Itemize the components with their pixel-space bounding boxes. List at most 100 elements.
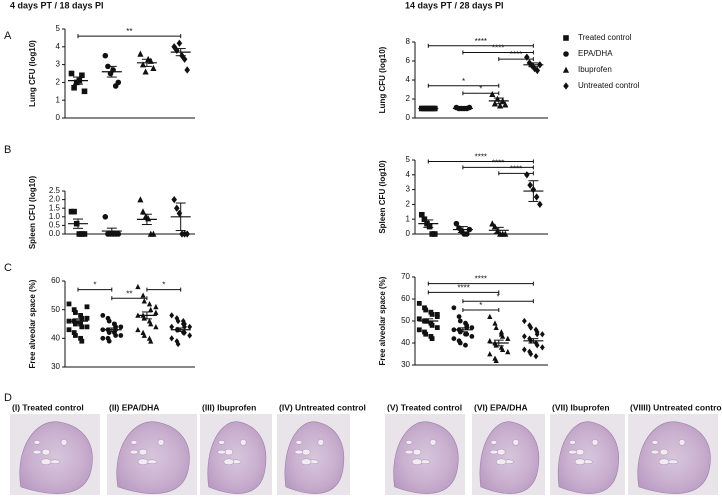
point [66, 327, 72, 333]
point [429, 323, 435, 328]
airway [157, 439, 165, 446]
image-caption: (V) Treated control [387, 402, 462, 412]
point [534, 342, 540, 349]
airway [568, 449, 577, 455]
airway [411, 458, 423, 466]
point [81, 231, 88, 237]
image-caption: (VI) EPA/DHA [474, 402, 528, 412]
point [180, 318, 186, 325]
sig-label: **** [510, 50, 522, 59]
point [187, 332, 193, 339]
point [469, 334, 475, 339]
column-header: 14 days PT / 28 days PI [405, 0, 504, 10]
point [432, 231, 438, 237]
point [451, 336, 457, 341]
y-tick-label: 4 [56, 42, 61, 51]
point [429, 336, 435, 341]
airway [217, 449, 226, 455]
y-tick-label: 5 [56, 24, 61, 33]
point [416, 301, 422, 306]
airway [300, 458, 312, 466]
point [176, 39, 183, 47]
y-tick-label: 2 [406, 94, 411, 103]
point [174, 315, 180, 322]
point [171, 195, 177, 204]
y-tick-label: 2 [406, 200, 411, 209]
point [140, 292, 146, 298]
point [102, 214, 109, 220]
airway [49, 459, 61, 465]
point [106, 338, 112, 344]
airway [294, 449, 304, 455]
point [153, 309, 159, 315]
sig-label: **** [457, 284, 469, 293]
y-tick-label: 60 [51, 276, 60, 285]
y-tick-label: 30 [51, 362, 60, 371]
y-axis-label: Spleen CFU (log10) [28, 175, 37, 249]
sig-label: ** [126, 27, 132, 36]
airway [218, 440, 225, 445]
point [137, 50, 144, 57]
airway [130, 440, 138, 445]
point [141, 315, 147, 321]
point [539, 331, 545, 338]
point [84, 324, 90, 330]
point [521, 333, 527, 340]
point [135, 326, 141, 333]
y-tick-label: 4 [406, 75, 411, 84]
point [118, 333, 124, 338]
point [533, 353, 539, 360]
column-header: 4 days PT / 18 days PI [10, 0, 104, 10]
point [563, 51, 569, 57]
tissue [207, 421, 267, 494]
point [423, 307, 429, 313]
point [100, 335, 106, 341]
airway [317, 439, 325, 446]
point [71, 208, 77, 215]
y-tick-label: 2.0 [49, 195, 61, 204]
airway [429, 439, 437, 446]
point [137, 196, 144, 203]
point [73, 321, 78, 327]
point [429, 312, 435, 317]
point [113, 333, 118, 338]
airway [60, 439, 68, 446]
point [537, 200, 543, 209]
point [174, 204, 180, 212]
point [153, 303, 159, 310]
y-tick-label: 0 [406, 113, 411, 122]
airway [33, 440, 41, 445]
airway [495, 458, 507, 466]
airway [404, 449, 414, 455]
sig-label: * [479, 84, 482, 93]
airway [496, 448, 506, 456]
point [421, 216, 428, 222]
point [493, 357, 499, 363]
y-tick-label: 1.5 [49, 203, 61, 212]
y-tick-label: 30 [401, 360, 410, 369]
point [457, 318, 463, 324]
point [169, 335, 175, 342]
point [142, 68, 149, 75]
point [423, 331, 429, 337]
point [528, 350, 534, 358]
y-tick-label: 0 [56, 113, 61, 122]
point [487, 351, 493, 357]
airway [591, 439, 599, 446]
airway [32, 449, 42, 455]
point [71, 307, 77, 313]
y-tick-label: 60 [401, 294, 410, 303]
point [106, 330, 112, 335]
point [141, 332, 147, 338]
y-tick-label: 2 [56, 78, 61, 87]
point [100, 313, 106, 318]
airway [223, 458, 235, 466]
point [469, 325, 475, 330]
point [487, 337, 493, 344]
point [150, 64, 157, 71]
point [141, 298, 147, 304]
point [73, 333, 78, 338]
airway [41, 448, 51, 456]
y-tick-label: 1 [56, 95, 61, 104]
